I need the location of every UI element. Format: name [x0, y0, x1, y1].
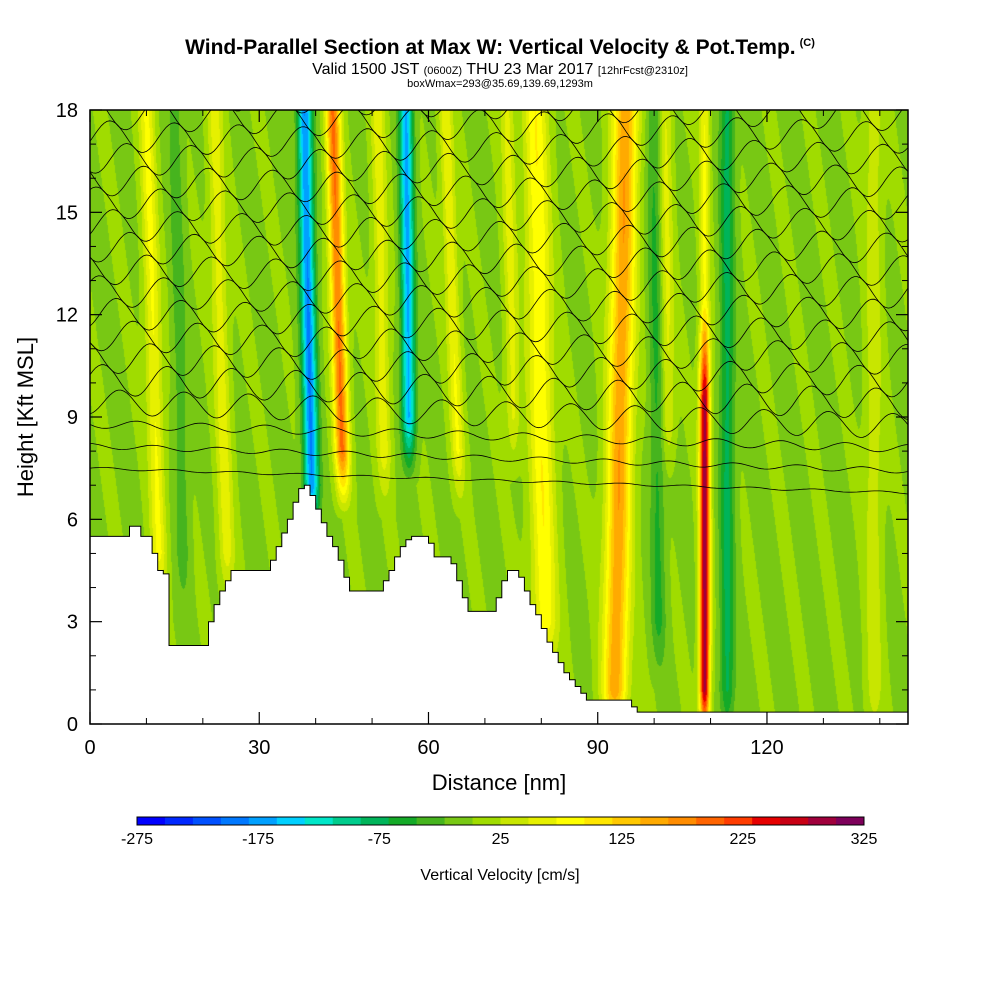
colorbar-label: -175 — [242, 831, 274, 848]
y-tick-label: 12 — [56, 305, 78, 327]
colorbar-label: 25 — [492, 831, 510, 848]
x-tick-label: 60 — [417, 737, 439, 759]
colorbar-swatch — [724, 817, 753, 825]
colorbar: -275 -175 -75 25 125 225 325 — [121, 816, 878, 848]
theta-contour — [90, 186, 908, 243]
y-tick-label: 9 — [67, 407, 78, 429]
colorbar-swatch — [556, 817, 585, 825]
colorbar-swatch — [444, 817, 474, 825]
theta-contour — [90, 143, 908, 198]
colorbar-swatch — [472, 817, 501, 825]
colorbar-label: 125 — [608, 831, 635, 848]
colorbar-swatch — [416, 817, 446, 825]
theta-contour — [233, 110, 903, 131]
y-axis-title: Height [Kft MSL] — [13, 337, 38, 497]
colorbar-swatch — [137, 817, 166, 825]
theta-contour — [90, 275, 908, 332]
theta-contour — [90, 420, 908, 453]
theta-contour — [90, 165, 908, 220]
theta-contour — [90, 467, 908, 495]
x-tick-label: 90 — [587, 737, 609, 759]
chart-title: Wind-Parallel Section at Max W: Vertical… — [185, 36, 815, 59]
colorbar-swatch — [220, 817, 250, 825]
colorbar-swatch — [304, 817, 334, 825]
colorbar-label: -75 — [368, 831, 391, 848]
chart-subtitle: Valid 1500 JST (0600Z) THU 23 Mar 2017 [… — [312, 61, 688, 78]
theta-contour — [90, 231, 908, 286]
theta-contour — [90, 342, 908, 398]
terrain-mask — [90, 484, 908, 724]
x-tick-label: 0 — [84, 737, 95, 759]
colorbar-frame — [136, 816, 865, 826]
colorbar-swatch — [612, 817, 641, 825]
colorbar-label: 325 — [851, 831, 878, 848]
y-tick-label: 15 — [56, 202, 78, 224]
colorbar-label: -275 — [121, 831, 153, 848]
colorbar-swatch — [696, 817, 725, 825]
x-axis-title: Distance [nm] — [432, 770, 567, 795]
plot-area — [90, 55, 908, 724]
y-tick-label: 6 — [67, 509, 78, 531]
colorbar-label: 225 — [729, 831, 756, 848]
colorbar-swatch — [808, 817, 837, 825]
potential-temperature-contours — [90, 55, 908, 495]
theta-contour — [90, 55, 908, 108]
theta-contour — [106, 110, 908, 154]
chart-subtitle-box: boxWmax=293@35.69,139.69,1293m — [407, 78, 593, 90]
colorbar-swatch — [780, 817, 809, 825]
colorbar-title: Vertical Velocity [cm/s] — [420, 867, 579, 884]
colorbar-swatch — [192, 817, 222, 825]
y-tick-label: 0 — [67, 714, 78, 736]
theta-contour — [90, 443, 908, 474]
colorbar-swatch — [752, 817, 781, 825]
colorbar-swatch — [584, 817, 613, 825]
axes: 0 30 60 90 120 0 3 6 9 12 15 18 — [56, 100, 908, 759]
theta-contour — [90, 209, 908, 264]
x-tick-label: 120 — [750, 737, 783, 759]
colorbar-swatch — [836, 817, 865, 825]
y-tick-label: 3 — [67, 612, 78, 634]
colorbar-swatch — [164, 817, 194, 825]
theta-contour — [90, 254, 908, 309]
y-tick-label: 18 — [56, 100, 78, 122]
x-tick-label: 30 — [248, 737, 270, 759]
theta-contour — [90, 298, 908, 352]
colorbar-swatch — [360, 817, 390, 825]
colorbar-swatch — [388, 817, 418, 825]
colorbar-swatch — [640, 817, 669, 825]
theta-contour — [90, 389, 908, 438]
colorbar-swatch — [332, 817, 362, 825]
theta-contour — [90, 320, 908, 375]
theta-contour — [90, 120, 908, 175]
copyright-mark: (C) — [799, 37, 815, 49]
colorbar-swatch — [248, 817, 278, 825]
colorbar-swatch — [528, 817, 557, 825]
colorbar-swatch — [276, 817, 306, 825]
colorbar-swatch — [500, 817, 529, 825]
colorbar-swatch — [668, 817, 697, 825]
